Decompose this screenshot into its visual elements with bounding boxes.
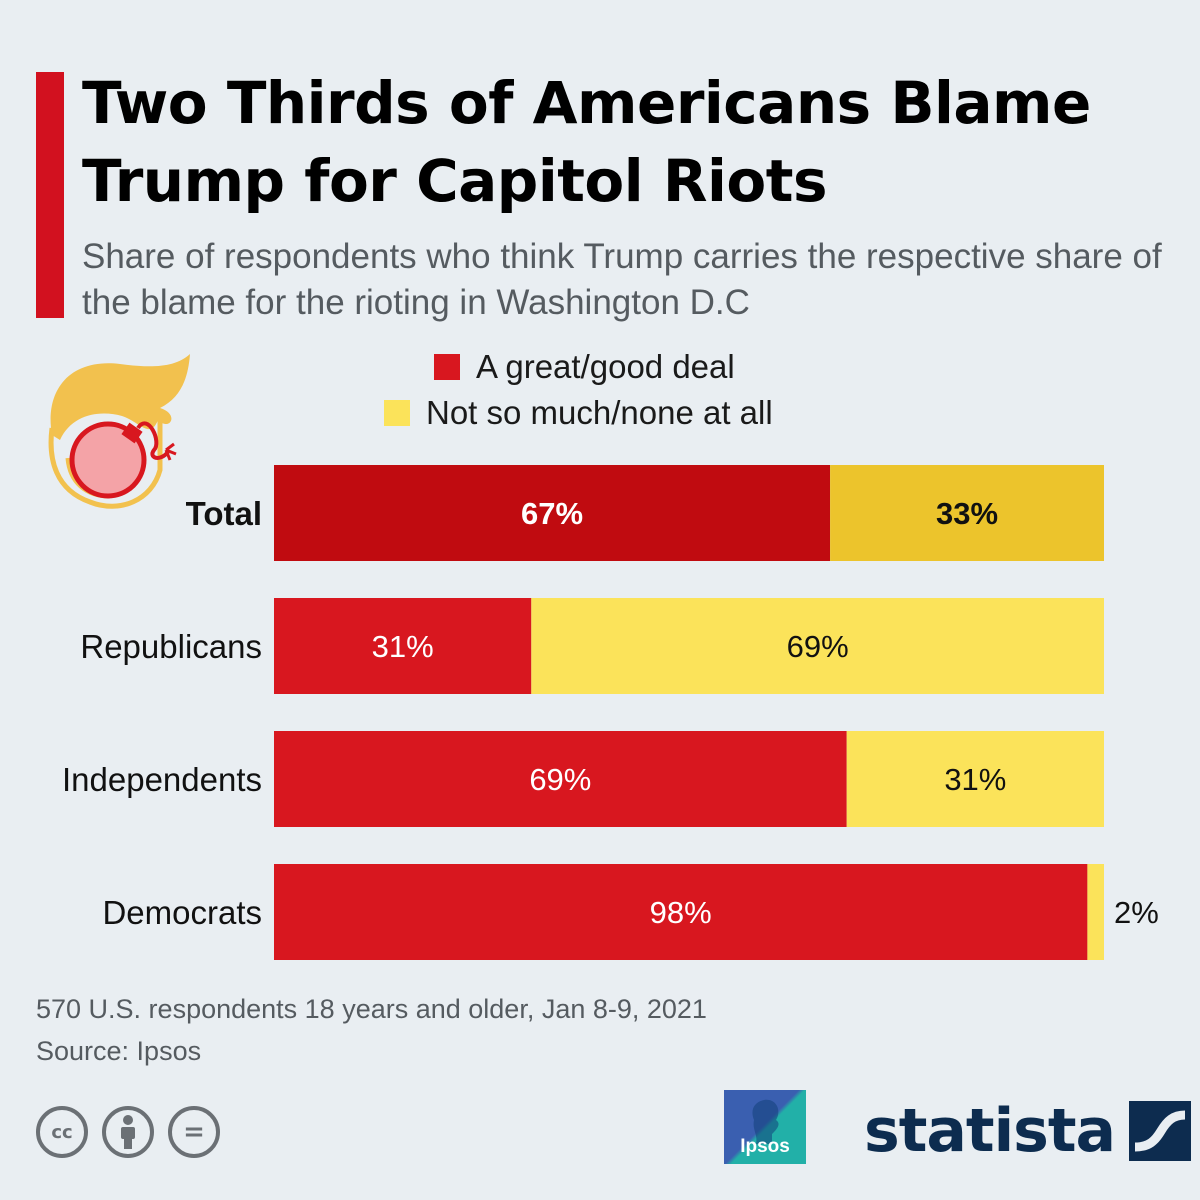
bar-republicans-not-much [531, 598, 1104, 694]
bar-democrats-great-deal [274, 864, 1088, 960]
category-label-total: Total [186, 495, 262, 532]
chart-title: Two Thirds of Americans Blame Trump for … [82, 69, 1091, 215]
legend-item-great-deal: A great/good deal [434, 348, 735, 386]
legend-label-great-deal: A great/good deal [476, 348, 735, 385]
trump-bomb-icon [48, 354, 190, 509]
value-label-total-great-deal: 67% [521, 496, 583, 531]
category-label-republicans: Republicans [80, 628, 262, 665]
ipsos-logo-text: Ipsos [740, 1136, 790, 1157]
footnote: 570 U.S. respondents 18 years and older,… [36, 988, 707, 1072]
attribution-icon[interactable] [102, 1106, 154, 1158]
bar-independents-not-much [846, 731, 1104, 827]
statista-logo[interactable]: statista [864, 1096, 1192, 1166]
legend-label-not-much: Not so much/none at all [426, 394, 773, 431]
source-note: Source: Ipsos [36, 1036, 202, 1066]
statista-logo-icon [1129, 1101, 1192, 1161]
license-icons: cc = [36, 1106, 220, 1158]
ipsos-logo: Ipsos [724, 1090, 806, 1164]
category-label-democrats: Democrats [102, 894, 262, 931]
value-label-total-not-much: 33% [936, 496, 998, 531]
no-derivatives-icon[interactable]: = [168, 1106, 220, 1158]
value-label-independents-not-much: 31% [944, 762, 1006, 797]
legend-swatch-not-much [384, 400, 410, 426]
cc-icon[interactable]: cc [36, 1106, 88, 1158]
value-label-republicans-not-much: 69% [787, 629, 849, 664]
survey-note: 570 U.S. respondents 18 years and older,… [36, 994, 707, 1024]
value-label-democrats-not-much: 2% [1114, 895, 1159, 930]
value-label-democrats-great-deal: 98% [650, 895, 712, 930]
category-label-independents: Independents [62, 761, 262, 798]
statista-wordmark: statista [864, 1096, 1116, 1166]
legend-item-not-much: Not so much/none at all [384, 394, 773, 432]
bar-total-great-deal [274, 465, 831, 561]
bar-democrats-not-much [1087, 864, 1104, 960]
bar-republicans-great-deal [274, 598, 532, 694]
ipsos-logo-mark [752, 1099, 779, 1144]
chart-subtitle: Share of respondents who think Trump car… [82, 237, 1162, 322]
bar-independents-great-deal [274, 731, 847, 827]
value-label-republicans-great-deal: 31% [372, 629, 434, 664]
bar-total-not-much [830, 465, 1104, 561]
title-accent-bar [36, 72, 64, 318]
legend-swatch-great-deal [434, 354, 460, 380]
value-label-independents-great-deal: 69% [529, 762, 591, 797]
